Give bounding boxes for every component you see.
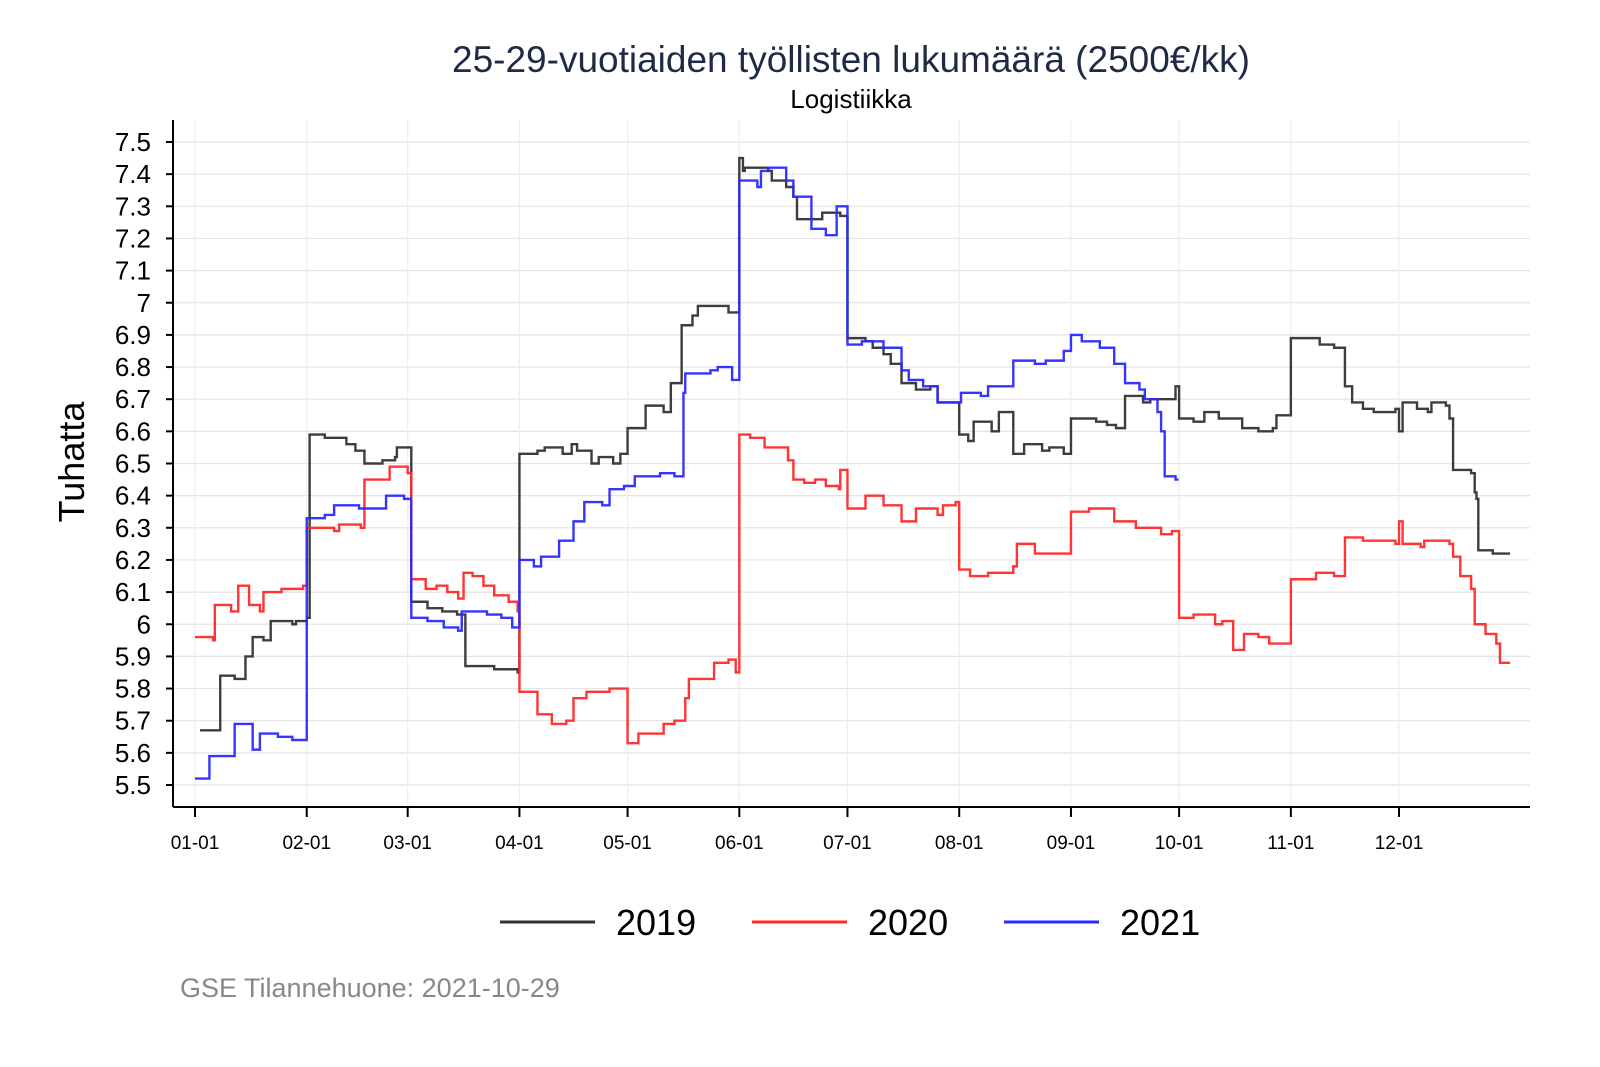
y-tick-label: 6.3 xyxy=(115,513,151,543)
x-tick-label: 04-01 xyxy=(495,833,544,854)
x-tick-label: 10-01 xyxy=(1155,833,1204,854)
series-line-2019 xyxy=(200,156,1511,732)
y-tick-label: 6.8 xyxy=(115,352,151,382)
x-tick-label: 12-01 xyxy=(1375,833,1424,854)
x-tick-label: 11-01 xyxy=(1267,833,1314,854)
y-tick-label: 5.5 xyxy=(115,770,151,800)
x-tick-label: 09-01 xyxy=(1047,833,1096,854)
y-tick-label: 6.6 xyxy=(115,416,151,446)
y-tick-label: 7.3 xyxy=(115,191,151,221)
y-tick-label: 5.8 xyxy=(115,674,151,704)
y-tick-label: 7.4 xyxy=(115,159,151,189)
x-tick-label: 02-01 xyxy=(282,833,331,854)
y-tick-label: 6 xyxy=(137,609,151,639)
axes: 5.55.65.75.85.966.16.26.36.46.56.66.76.8… xyxy=(115,120,1530,854)
y-tick-label: 7.5 xyxy=(115,127,151,157)
y-tick-label: 6.4 xyxy=(115,481,151,511)
series-line-2021 xyxy=(195,166,1179,780)
chart-title: 25-29-vuotiaiden työllisten lukumäärä (2… xyxy=(452,39,1250,80)
y-tick-label: 7 xyxy=(137,288,151,318)
legend-label-2020: 2020 xyxy=(868,902,948,943)
y-tick-label: 6.9 xyxy=(115,320,151,350)
series-lines xyxy=(195,156,1511,780)
y-tick-label: 5.9 xyxy=(115,641,151,671)
chart-subtitle: Logistiikka xyxy=(790,84,912,114)
x-tick-label: 07-01 xyxy=(823,833,872,854)
x-tick-label: 03-01 xyxy=(383,833,432,854)
series-line-2020 xyxy=(195,433,1511,745)
y-tick-label: 6.2 xyxy=(115,545,151,575)
legend-label-2019: 2019 xyxy=(616,902,696,943)
x-tick-label: 05-01 xyxy=(603,833,652,854)
y-tick-label: 7.2 xyxy=(115,223,151,253)
x-tick-label: 01-01 xyxy=(171,833,220,854)
y-tick-label: 6.1 xyxy=(115,577,151,607)
y-tick-label: 6.7 xyxy=(115,384,151,414)
y-tick-label: 5.7 xyxy=(115,706,151,736)
y-tick-label: 5.6 xyxy=(115,738,151,768)
y-axis-label: Tuhatta xyxy=(51,401,92,523)
x-tick-label: 08-01 xyxy=(935,833,984,854)
caption: GSE Tilannehuone: 2021-10-29 xyxy=(180,973,560,1003)
legend: 2019 2020 2021 xyxy=(500,902,1200,943)
y-tick-label: 7.1 xyxy=(115,256,151,286)
x-tick-label: 06-01 xyxy=(715,833,764,854)
y-tick-label: 6.5 xyxy=(115,449,151,479)
legend-label-2021: 2021 xyxy=(1120,902,1200,943)
